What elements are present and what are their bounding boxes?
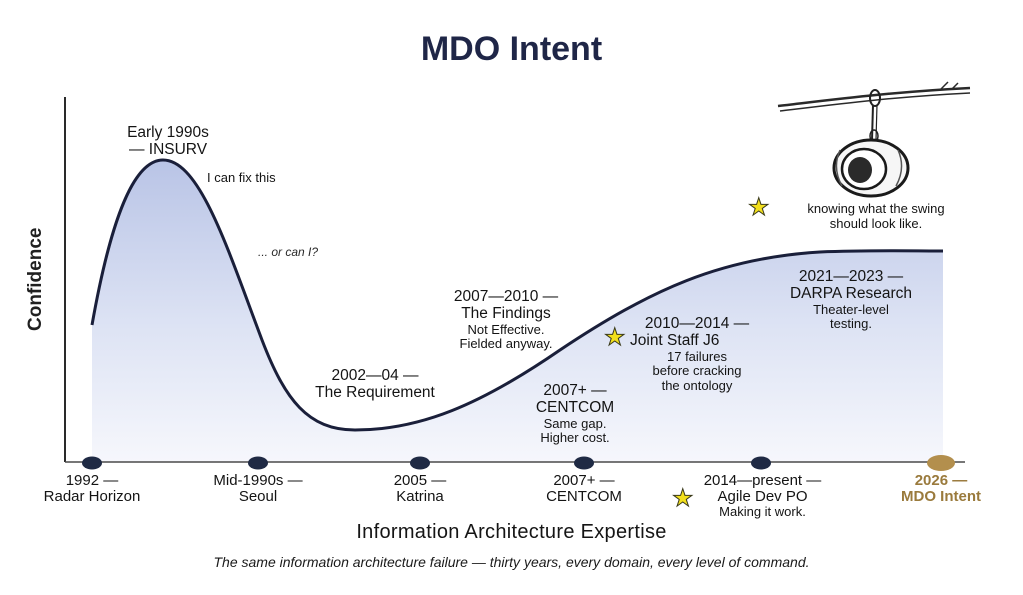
tire-swing-icon [777, 81, 971, 198]
or-can-i-annotation: ... or can I? [258, 245, 319, 259]
fix-annotation: I can fix this [207, 170, 276, 185]
timeline-dot [574, 456, 594, 470]
caption: The same information architecture failur… [213, 554, 810, 570]
timeline-dot [410, 456, 430, 470]
star-icon: ★ [748, 194, 770, 221]
curve-fill [92, 160, 943, 462]
confidence-curve [90, 158, 944, 432]
timeline-label-accent: 2026 — MDO Intent [901, 472, 981, 506]
page-title: MDO Intent [420, 30, 603, 68]
requirement-annotation: 2002—04 — The Requirement [315, 367, 435, 402]
star-icon: ★ [604, 324, 626, 351]
centcom-annotation: 2007+ — CENTCOM Same gap. Higher cost. [535, 382, 615, 446]
darpa-annotation: 2021—2023 — DARPA Research Theater-level… [789, 268, 913, 332]
timeline-dot [751, 456, 771, 470]
timeline-dot [248, 456, 268, 470]
findings-annotation: 2007—2010 — The Findings Not Effective. … [453, 288, 559, 352]
peak-annotation: Early 1990s — INSURV [127, 124, 209, 159]
timeline-label: 2007+ — CENTCOM [546, 472, 622, 506]
timeline-label: 2005 — Katrina [393, 472, 447, 506]
timeline-dot [82, 456, 102, 470]
timeline-label: 2014—present — Agile Dev PO Making it wo… [703, 472, 822, 520]
timeline-dot-accent [927, 455, 955, 471]
x-axis-label: Information Architecture Expertise [356, 521, 667, 543]
swing-annotation: knowing what the swing should look like. [807, 201, 945, 231]
timeline-label: Mid-1990s — Seoul [213, 472, 303, 506]
timeline-label: 1992 — Radar Horizon [43, 472, 141, 506]
js6-annotation: 2010—2014 — Joint Staff J6 17 failures b… [630, 315, 750, 393]
star-icon: ★ [672, 485, 694, 512]
